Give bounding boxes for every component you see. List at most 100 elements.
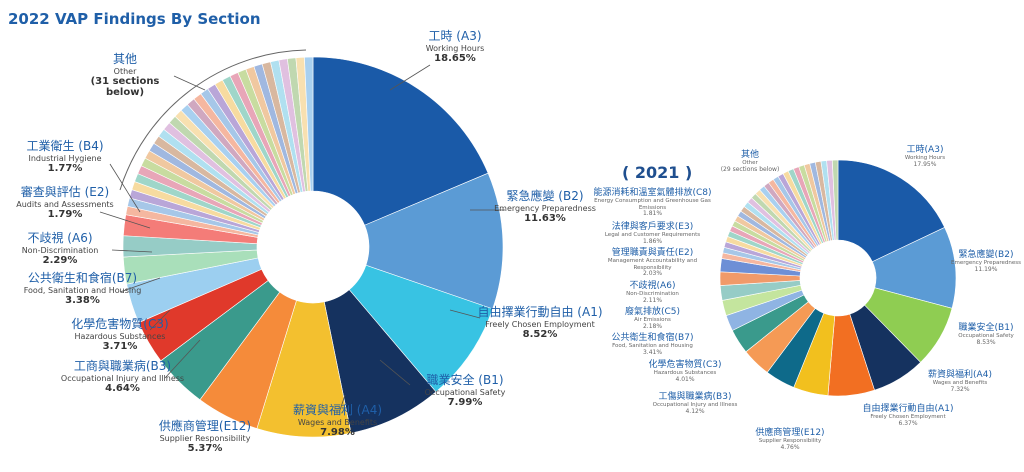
donut-2022 [122, 56, 504, 438]
label-zh: 法律與客戶要求(E3) [611, 222, 694, 232]
slice-other-29 [831, 159, 839, 241]
label-en: Freely Chosen Employment [485, 319, 595, 329]
label-zh: 化學危害物質(C3) [648, 360, 722, 370]
label-2021-2: 職業安全(B1) Occupational Safety 8.53% [948, 323, 1024, 347]
label-en: Food, Sanitation and Housing [23, 285, 142, 295]
slice-emergency-preparedness [364, 172, 504, 310]
label-pc: 8.52% [522, 328, 558, 340]
label-2022-8: 公共衛生和食宿(B7) Food, Sanitation and Housing 3… [0, 271, 165, 306]
label-pc: 4.01% [675, 375, 695, 383]
other-bracket [119, 49, 307, 191]
label-zh: 工傷與職業病(B3) [658, 392, 732, 402]
label-2021-3: 薪資與福利(A4) Wages and Benefits 7.32% [905, 370, 1015, 394]
label-en: Wages and Benefits [932, 380, 988, 387]
label-en: Hazardous Substances [653, 370, 717, 377]
label-zh: 廢氣排放(C5) [624, 307, 681, 317]
label-pc: (31 sections below) [90, 75, 160, 99]
label-2021-7: 化學危害物質(C3) Hazardous Substances 4.01% [630, 360, 740, 384]
label-2021-4: 自由擇業行動自由(A1) Freely Chosen Employment 6.37… [848, 404, 968, 428]
donut-2021 [719, 159, 957, 397]
label-zh: 薪資與福利(A4) [928, 370, 992, 380]
label-2022-other: 其他 Other (31 sections below) [70, 52, 180, 99]
label-en: Working Hours [425, 43, 485, 53]
label-en: Occupational Safety [958, 333, 1014, 340]
label-pc: 2.18% [642, 322, 663, 330]
label-2021-5: 供應商管理(E12) Supplier Responsibility 4.76% [735, 428, 845, 452]
label-pc: 8.53% [976, 338, 996, 346]
label-en: Emergency Preparedness [951, 260, 1021, 267]
label-zh: 供應商管理(E12) [755, 428, 825, 438]
label-pc: 3.38% [65, 294, 100, 306]
label-zh: 職業安全(B1) [958, 323, 1014, 333]
label-zh: 自由擇業行動自由(A1) [862, 404, 954, 414]
label-en: Occupational Safety [424, 387, 506, 397]
label-2021-6: 工傷與職業病(B3) Occupational Injury and Illnes… [640, 392, 750, 416]
label-2022-6: 工商與職業病(B3) Occupational Injury and Illnes… [40, 359, 205, 394]
label-pc: 1.77% [47, 162, 83, 174]
label-pc: 5.37% [187, 442, 223, 454]
label-pc: 4.76% [780, 443, 800, 451]
label-2022-2: 自由擇業行動自由 (A1) Freely Chosen Employment 8.5… [465, 305, 615, 340]
label-zh: 工時 (A3) [428, 29, 482, 43]
label-2021-8: 公共衛生和食宿(B7) Food, Sanitation and Housing 3… [590, 333, 715, 357]
label-zh: 工時(A3) [906, 145, 944, 155]
label-2021-0: 工時(A3) Working Hours 17.95% [880, 145, 970, 169]
label-zh: 其他 [740, 150, 759, 160]
label-en: Industrial Hygiene [28, 153, 102, 163]
label-pc: 7.98% [320, 426, 355, 438]
label-2021-other: 其他 Other (29 sections below) [705, 150, 795, 174]
label-zh: 自由擇業行動自由 (A1) [477, 305, 603, 319]
label-pc: 1.81% [642, 209, 663, 217]
label-pc: 7.32% [950, 385, 970, 393]
label-2022-0: 工時 (A3) Working Hours 18.65% [400, 29, 510, 64]
label-en: Management Accountability and Responsibi… [607, 258, 698, 271]
leader-lines [99, 64, 505, 411]
label-zh: 能源消耗和溫室氣體排放(C8) [593, 188, 712, 198]
label-zh: 緊急應變 (B2) [506, 189, 584, 203]
label-zh: 不歧視 (A6) [27, 231, 93, 245]
label-en: Energy Consumption and Greenhouse Gas Em… [594, 198, 711, 211]
label-zh: 不歧視(A6) [629, 281, 676, 291]
label-en: Occupational Injury and Illness [652, 402, 738, 409]
label-en: Hazardous Substances [74, 331, 166, 341]
label-zh: 管理職責與責任(E2) [611, 248, 694, 258]
label-pc: 1.86% [642, 237, 663, 245]
slice-other-31 [304, 56, 314, 192]
label-pc: 2.29% [42, 254, 78, 266]
label-2021-12: 法律與客戶要求(E3) Legal and Customer Requiremen… [590, 222, 715, 246]
label-en: Non-Discrimination [626, 291, 679, 298]
label-zh: 供應商管理(E12) [158, 419, 252, 433]
label-pc: 7.99% [447, 396, 483, 408]
label-2021-11: 管理職責與責任(E2) Management Accountability and… [590, 248, 715, 278]
slice-working-hours [312, 56, 489, 226]
label-pc: (29 sections below) [720, 165, 780, 173]
label-en: Audits and Assessments [16, 199, 114, 209]
label-2022-10: 審查與評估 (E2) Audits and Assessments 1.79% [0, 185, 130, 220]
label-2021-1: 緊急應變(B2) Emergency Preparedness 11.19% [948, 250, 1024, 274]
label-en: Working Hours [904, 155, 946, 162]
label-en: Food, Sanitation and Housing [612, 343, 693, 350]
label-en: Other [742, 160, 758, 167]
label-2022-5: 供應商管理(E12) Supplier Responsibility 5.37% [140, 419, 270, 454]
label-pc: 2.03% [642, 269, 663, 277]
label-en: Air Emissions [634, 317, 671, 324]
slice-working-hours [837, 159, 946, 263]
label-zh: 工業衛生 (B4) [26, 139, 104, 153]
label-zh: 化學危害物質(C3) [71, 317, 169, 331]
label-2022-11: 工業衛生 (B4) Industrial Hygiene 1.77% [10, 139, 120, 174]
year-2021-label: ( 2021 ) [622, 163, 693, 182]
label-pc: 2.11% [642, 296, 663, 304]
label-zh: 職業安全 (B1) [426, 373, 504, 387]
label-zh: 工商與職業病(B3) [73, 359, 172, 373]
label-2021-10: 不歧視(A6) Non-Discrimination 2.11% [590, 281, 715, 305]
label-pc: 17.95% [913, 160, 937, 168]
label-pc: 18.65% [434, 52, 476, 64]
label-pc: 4.12% [685, 407, 705, 415]
label-pc: 11.63% [524, 212, 566, 224]
label-en: Other [113, 66, 137, 76]
label-zh: 其他 [112, 52, 137, 66]
label-2021-13: 能源消耗和溫室氣體排放(C8) Energy Consumption and Gr… [590, 188, 715, 218]
label-en: Occupational Injury and Illness [60, 373, 185, 383]
